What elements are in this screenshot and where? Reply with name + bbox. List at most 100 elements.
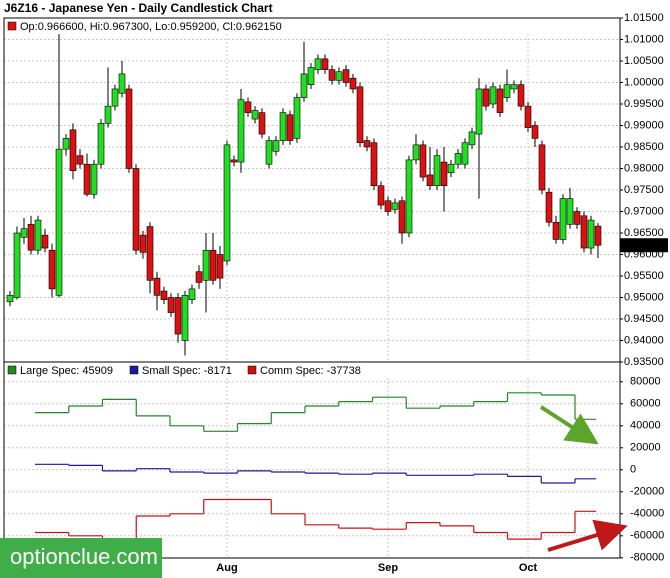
candle-body — [279, 112, 287, 141]
candle-body — [125, 88, 133, 169]
candle-body — [307, 67, 315, 85]
candle-body — [237, 99, 245, 163]
y-tick-label: 60000 — [630, 398, 661, 410]
cot-legend-strip — [5, 363, 619, 377]
watermark: optionclue.com — [10, 544, 158, 569]
candle-body — [531, 125, 539, 139]
candle-body — [314, 58, 322, 70]
candle-body — [62, 138, 70, 150]
candle-body — [55, 148, 63, 296]
candle-body — [6, 295, 14, 303]
y-tick-label: 0.99500 — [624, 98, 664, 110]
candle-body — [300, 73, 308, 98]
y-tick-label: 1.01500 — [624, 12, 664, 24]
y-tick-label: -80000 — [630, 552, 664, 564]
y-tick-label: 80000 — [630, 376, 661, 388]
red-arrow — [547, 519, 628, 552]
y-tick-label: 1.00500 — [624, 55, 664, 67]
legend-label: Large Spec: 45909 — [20, 365, 113, 377]
y-tick-label: 1.01000 — [624, 33, 664, 45]
candle-body — [41, 234, 49, 249]
candle-body — [398, 200, 406, 234]
candle-body — [251, 110, 259, 120]
y-tick-label: 0.97500 — [624, 184, 664, 196]
candle-body — [132, 168, 140, 251]
candle-body — [594, 225, 602, 246]
y-tick-label: 0.95500 — [624, 270, 664, 282]
candle-body — [349, 77, 357, 90]
candle-body — [321, 58, 329, 70]
legend-label: Small Spec: -8171 — [142, 365, 232, 377]
candle-body — [118, 73, 126, 94]
y-tick-label: 0.98000 — [624, 162, 664, 174]
candle-body — [454, 153, 462, 165]
y-tick-label: 1.00000 — [624, 76, 664, 88]
candle-body — [272, 140, 280, 152]
candle-body — [48, 249, 56, 290]
candle-body — [559, 198, 567, 240]
candle-body — [384, 200, 392, 212]
y-tick-label: 0.94000 — [624, 334, 664, 346]
candle-body — [426, 174, 434, 186]
candle-body — [328, 69, 336, 81]
candle-body — [13, 232, 21, 298]
candle-body — [363, 140, 371, 148]
candle-body — [405, 159, 413, 234]
candle-body — [167, 297, 175, 313]
candle-body — [335, 71, 343, 81]
candle-body — [412, 144, 420, 161]
y-tick-label: -40000 — [630, 508, 664, 520]
last-price-label: 0.96215 — [622, 239, 662, 251]
x-tick-label: Oct — [519, 562, 538, 574]
candle-body — [139, 234, 147, 253]
candle-body — [356, 86, 364, 144]
candle-body — [468, 131, 476, 146]
ohlc-strip — [5, 19, 619, 34]
y-tick-label: 20000 — [630, 442, 661, 454]
candle-body — [433, 155, 441, 187]
candle-body — [552, 221, 560, 240]
candle-body — [440, 161, 448, 187]
candle-body — [573, 211, 581, 225]
chart-title: J6Z16 - Japanese Yen - Daily Candlestick… — [4, 1, 273, 15]
candle-body — [195, 271, 203, 283]
y-tick-label: 0.97000 — [624, 205, 664, 217]
candle-body — [111, 88, 119, 107]
candle-body — [545, 191, 553, 223]
candle-body — [475, 88, 483, 135]
candle-body — [160, 290, 168, 300]
candle-body — [153, 277, 161, 296]
candle-body — [83, 163, 91, 195]
candle-body — [377, 185, 385, 206]
candle-body — [230, 159, 238, 163]
candle-body — [69, 129, 77, 171]
candle-body — [27, 224, 35, 251]
x-tick-label: Aug — [216, 562, 237, 574]
candle-body — [76, 155, 84, 165]
candle-body — [181, 295, 189, 341]
legend-swatch — [247, 365, 257, 375]
green-arrow — [539, 405, 599, 445]
candle-body — [447, 163, 455, 174]
legend-label: Comm Spec: -37738 — [260, 365, 361, 377]
candle-body — [97, 123, 105, 165]
candle-body — [510, 84, 518, 90]
y-tick-label: 0.96500 — [624, 227, 664, 239]
candle-body — [342, 69, 350, 83]
candle-body — [503, 84, 511, 98]
candle-body — [419, 144, 427, 178]
candle-body — [20, 228, 28, 238]
y-tick-label: -60000 — [630, 530, 664, 542]
candle-body — [209, 249, 217, 281]
candle-body — [223, 144, 231, 262]
candle-body — [258, 112, 266, 135]
x-tick-label: Sep — [378, 562, 398, 574]
y-tick-label: 40000 — [630, 420, 661, 432]
candle-body — [216, 254, 224, 279]
y-tick-label: 0.95000 — [624, 291, 664, 303]
candle-body — [580, 215, 588, 249]
ohlc-swatch — [7, 21, 17, 31]
cot-panel-frame — [3, 361, 621, 559]
y-tick-label: 0.99000 — [624, 119, 664, 131]
